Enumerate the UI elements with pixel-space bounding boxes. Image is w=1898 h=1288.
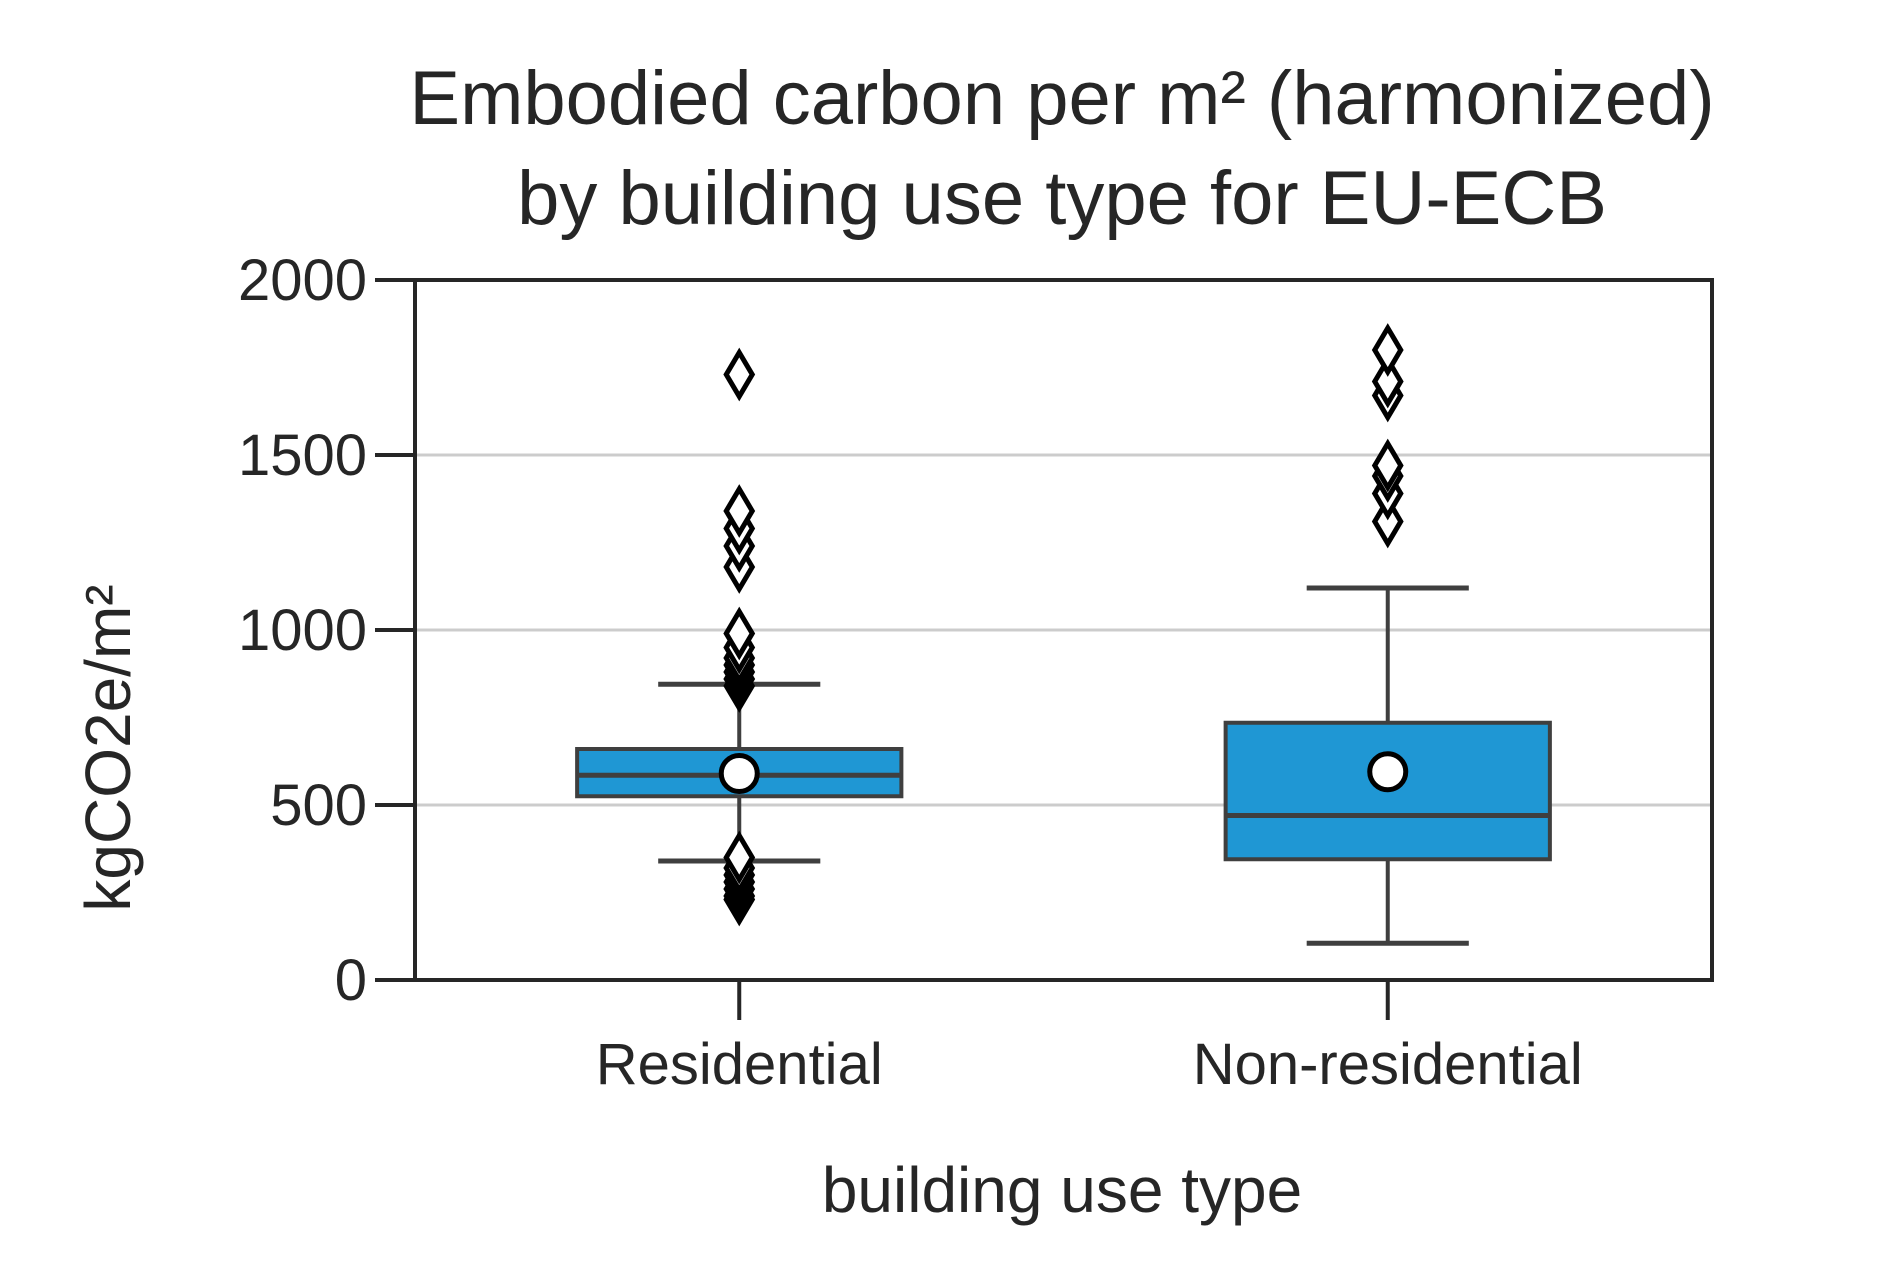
boxplots [575, 323, 1552, 946]
mean-marker [1367, 751, 1409, 793]
iqr-box [1223, 720, 1552, 862]
chart-title-line-2: by building use type for EU-ECB [517, 156, 1607, 241]
axis-ticks: 0 500 1000 1500 2000 Residential Non-residenti… [238, 248, 1583, 1097]
y-tick-label: 1000 [238, 598, 367, 663]
outlier-point [723, 830, 756, 885]
y-tick-label: 0 [335, 948, 367, 1013]
outlier-point [723, 484, 756, 538]
y-tick-label: 2000 [238, 248, 367, 313]
outlier-point [1371, 354, 1404, 409]
outlier-point [1371, 494, 1404, 549]
y-tick-label: 500 [270, 773, 367, 838]
y-axis-label: kgCO2e/m² [72, 584, 144, 911]
x-tick-label: Non-residential [1193, 1032, 1583, 1097]
x-tick-label: Residential [596, 1032, 883, 1097]
chart-title-line-1: Embodied carbon per m² (harmonized) [409, 56, 1714, 141]
outlier-point [723, 606, 756, 661]
y-tick-label: 1500 [238, 423, 367, 488]
outlier-point [1371, 323, 1404, 377]
outlier-point [1371, 438, 1404, 493]
outlier-point [723, 347, 756, 402]
mean-marker [718, 753, 760, 794]
x-axis-label: building use type [822, 1154, 1302, 1226]
